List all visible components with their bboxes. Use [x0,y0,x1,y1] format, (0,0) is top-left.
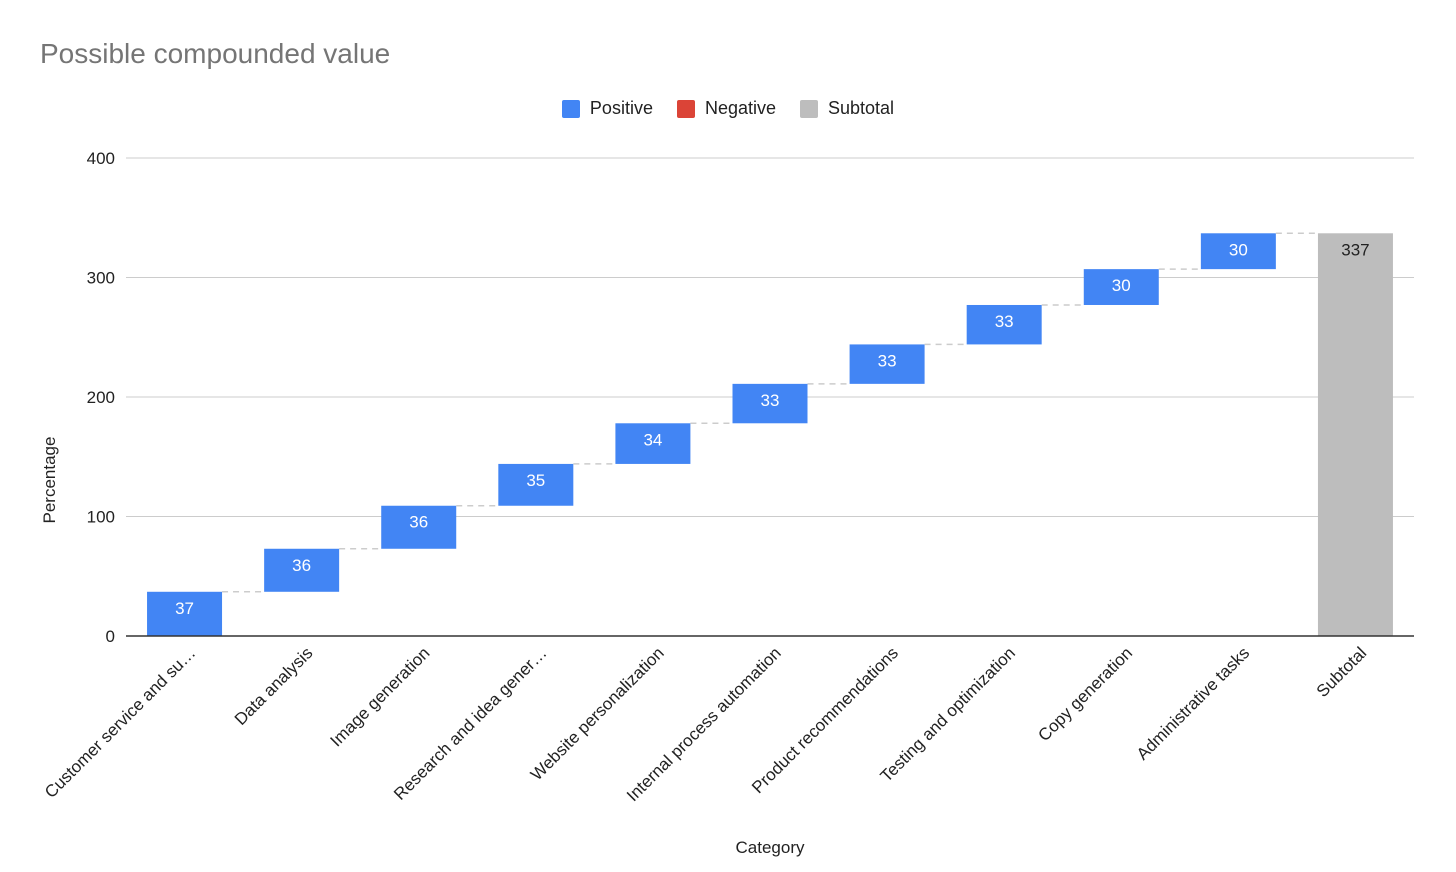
x-axis-title: Category [736,838,805,857]
bar-positive [381,505,457,549]
bar-positive [264,548,340,592]
x-tick-label: Administrative tasks [1133,643,1253,763]
bar-positive [1200,233,1276,270]
data-label: 337 [1341,240,1369,259]
bar-positive [966,304,1042,345]
y-tick-label: 200 [87,388,115,407]
legend-label-positive: Positive [589,98,653,118]
legend-label-negative: Negative [704,98,776,118]
data-label: 30 [1229,240,1248,259]
x-tick-label: Customer service and su… [41,643,199,801]
y-axis-title: Percentage [40,437,59,524]
bar-positive [1083,269,1159,305]
y-tick-label: 300 [87,269,115,288]
legend-swatch-positive [561,99,580,118]
data-label: 36 [292,556,311,575]
data-label: 37 [175,599,194,618]
legend-label-subtotal: Subtotal [828,98,895,118]
x-tick-label: Data analysis [231,643,317,729]
data-label: 36 [409,513,428,532]
bar-positive [615,423,691,464]
data-label: 30 [1112,276,1131,295]
bar-positive [849,344,925,384]
x-tick-label: Copy generation [1034,643,1136,745]
bar-positive [732,383,808,424]
data-label: 35 [526,471,545,490]
bar-subtotal [1317,233,1393,636]
x-tick-label: Website personalization [527,643,668,784]
legend-item-subtotal: Subtotal [800,98,894,119]
chart-title: Possible compounded value [40,38,391,69]
x-tick-label: Subtotal [1313,643,1371,701]
x-tick-label: Image generation [327,643,434,750]
chart-legend: Positive Negative Subtotal [0,98,1456,119]
y-tick-label: 0 [106,627,115,646]
legend-item-positive: Positive [561,98,653,119]
data-label: 34 [643,430,662,449]
bar-positive [147,591,223,636]
legend-swatch-subtotal [800,99,818,118]
data-label: 33 [995,312,1014,331]
legend-swatch-negative [676,99,695,118]
legend-item-negative: Negative [676,98,776,119]
bar-positive [498,463,574,506]
y-tick-label: 100 [87,508,115,527]
data-label: 33 [878,351,897,370]
y-tick-label: 400 [87,149,115,168]
x-tick-label: Testing and optimization [877,643,1019,785]
data-label: 33 [761,391,780,410]
